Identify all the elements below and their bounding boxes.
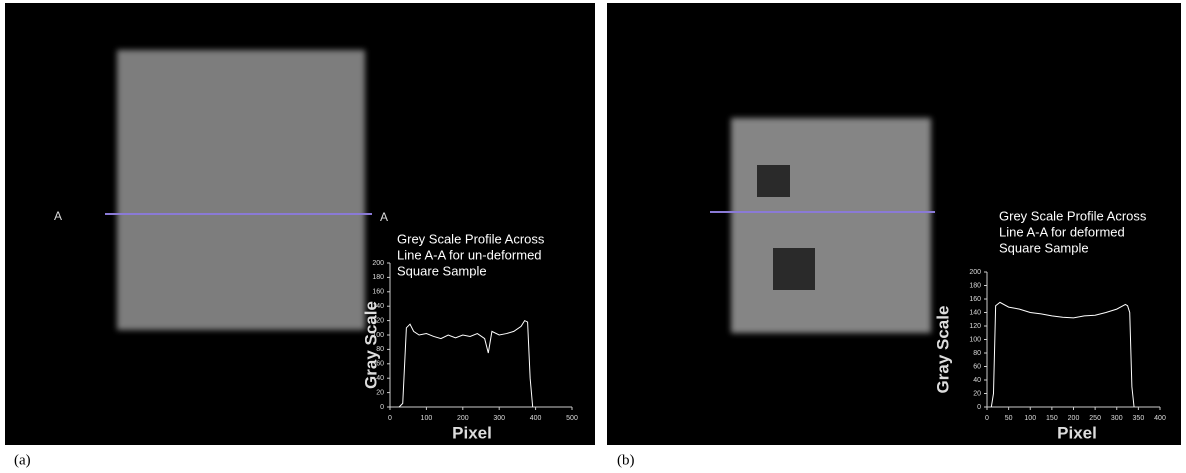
figure: A A (a) (b) 0204060801001201401601802000…: [0, 0, 1186, 473]
y-tick-label: 120: [969, 323, 981, 330]
panel-label: (b): [617, 452, 635, 468]
sample-deformed: [731, 118, 931, 333]
y-tick-label: 160: [969, 296, 981, 303]
y-tick-label: 20: [973, 390, 981, 397]
void: [773, 248, 815, 290]
x-tick-label: 500: [566, 415, 578, 422]
x-tick-label: 200: [457, 415, 469, 422]
x-tick-label: 50: [1005, 415, 1013, 422]
chart-title: Square Sample: [397, 263, 487, 278]
x-tick-label: 250: [1089, 415, 1101, 422]
y-tick-label: 200: [372, 260, 384, 267]
y-tick-label: 140: [969, 309, 981, 316]
y-tick-label: 60: [973, 363, 981, 370]
chart-title: Grey Scale Profile Across: [999, 208, 1147, 223]
page: {"chart_data": [ {"type": "line", "title…: [0, 0, 1186, 473]
y-tick-label: 0: [977, 404, 981, 411]
panel-label: (a): [14, 452, 31, 468]
section-mark: A: [54, 209, 62, 223]
x-tick-label: 350: [1133, 415, 1145, 422]
x-axis-label: Pixel: [1057, 423, 1097, 442]
chart-title: Line A-A for deformed: [999, 224, 1125, 239]
y-axis-label: Gray Scale: [933, 306, 952, 394]
x-tick-label: 200: [1068, 415, 1080, 422]
y-tick-label: 200: [969, 269, 981, 276]
y-tick-label: 180: [372, 274, 384, 281]
void: [757, 165, 790, 197]
chart-title: Line A-A for un-deformed: [397, 247, 542, 262]
y-tick-label: 0: [380, 404, 384, 411]
x-tick-label: 400: [1154, 415, 1166, 422]
y-tick-label: 100: [969, 336, 981, 343]
x-tick-label: 0: [388, 415, 392, 422]
x-tick-label: 150: [1046, 415, 1058, 422]
x-tick-label: 300: [493, 415, 505, 422]
y-tick-label: 40: [973, 377, 981, 384]
y-tick-label: 80: [973, 350, 981, 357]
x-tick-label: 300: [1111, 415, 1123, 422]
x-tick-label: 100: [1024, 415, 1036, 422]
section-mark: A: [380, 210, 388, 224]
x-tick-label: 400: [530, 415, 542, 422]
chart-title: Grey Scale Profile Across: [397, 231, 545, 246]
y-tick-label: 180: [969, 282, 981, 289]
chart-title: Square Sample: [999, 240, 1089, 255]
y-axis-label: Gray Scale: [361, 301, 380, 389]
y-tick-label: 160: [372, 289, 384, 296]
y-tick-label: 20: [376, 389, 384, 396]
x-tick-label: 0: [985, 415, 989, 422]
x-tick-label: 100: [421, 415, 433, 422]
x-axis-label: Pixel: [452, 423, 492, 442]
sample-undeformed: [117, 50, 365, 330]
